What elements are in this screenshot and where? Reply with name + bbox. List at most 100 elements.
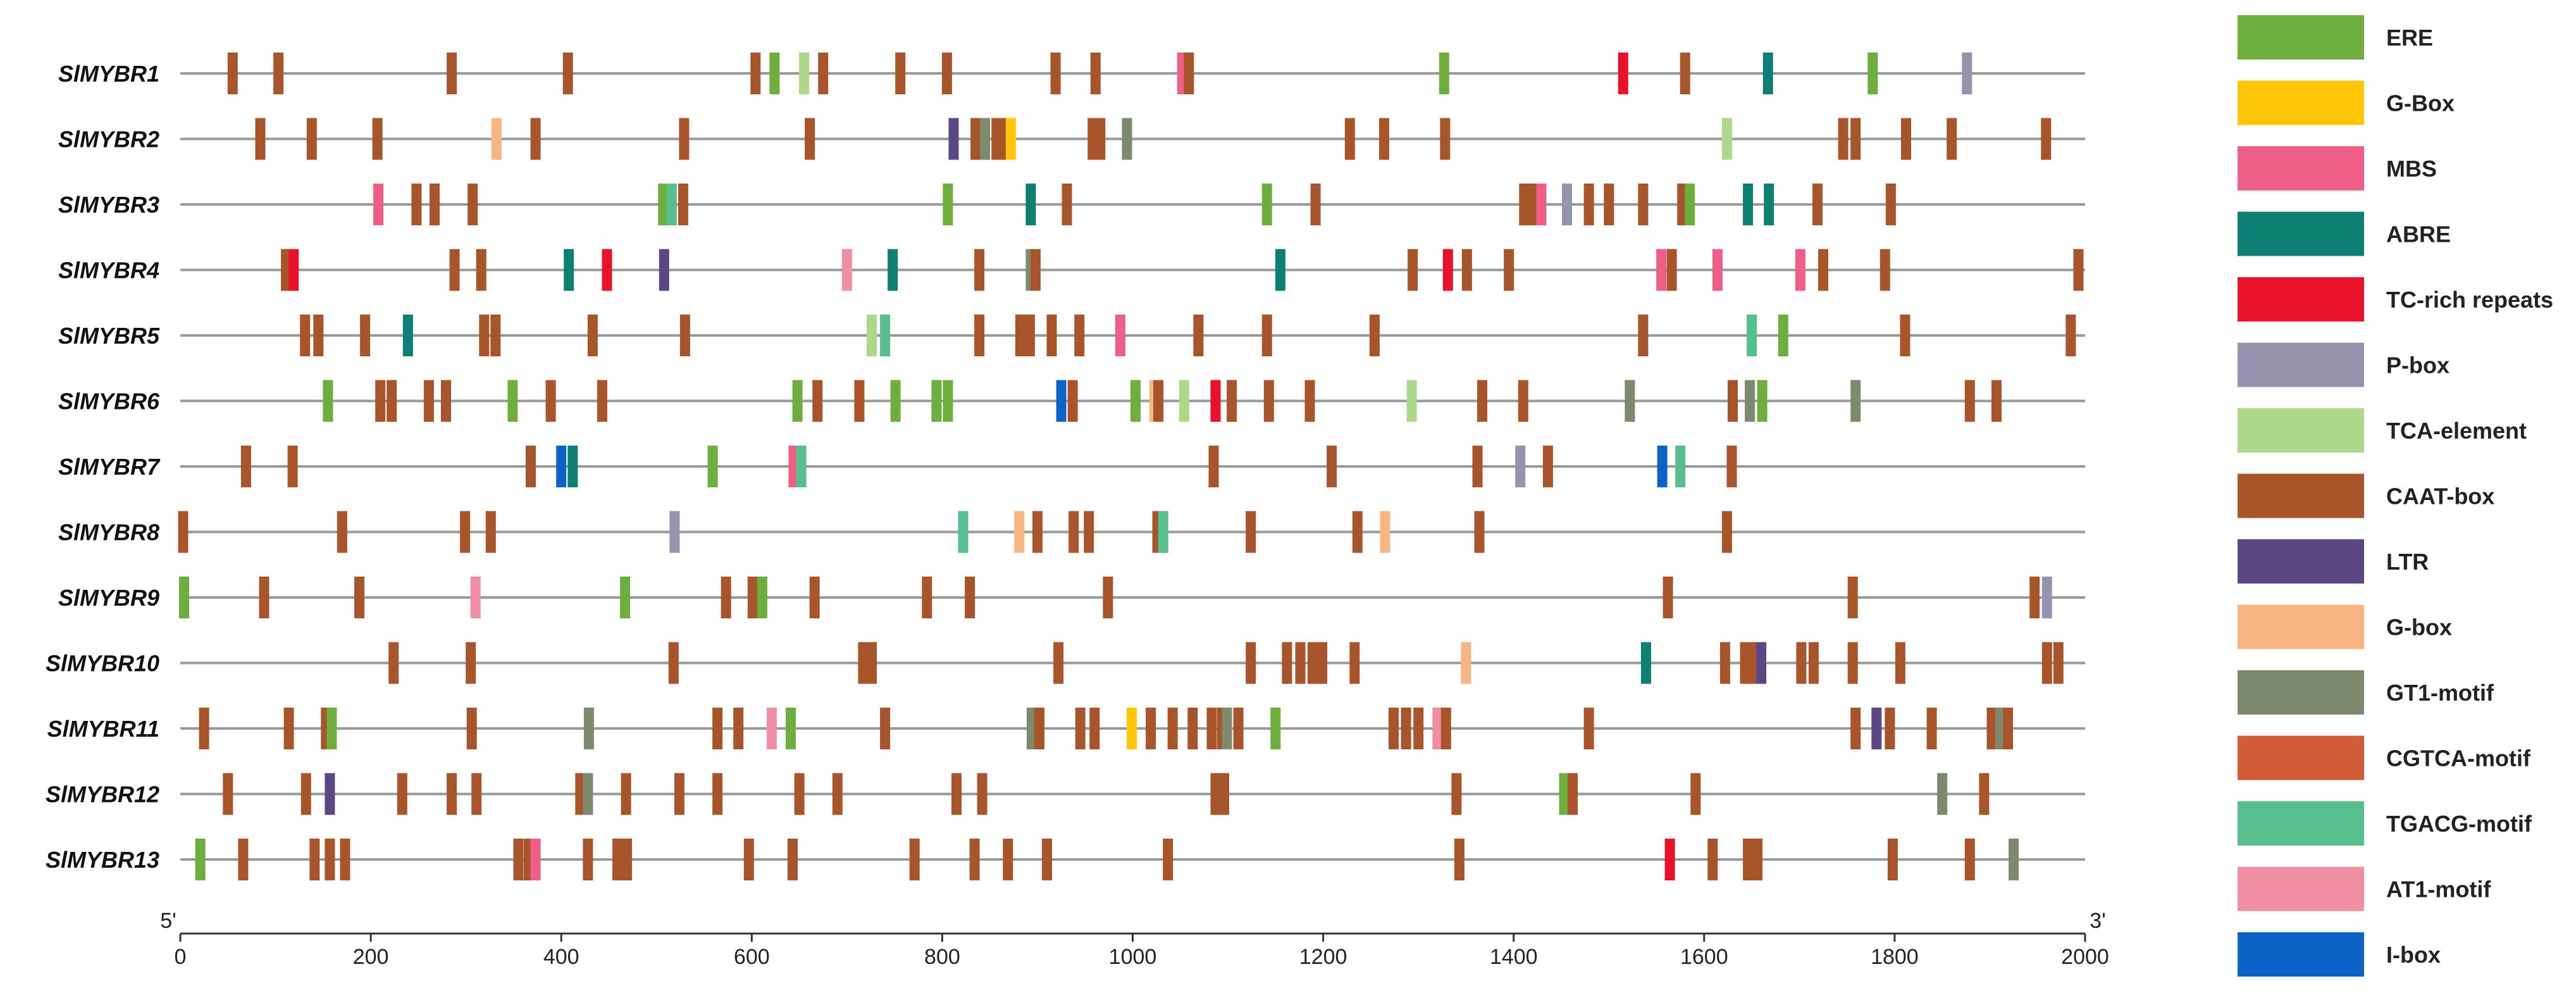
motif-mark-caat-box xyxy=(1583,708,1594,749)
motif-mark-p-box xyxy=(669,511,680,553)
motif-mark-caat-box xyxy=(460,511,471,553)
x-tick-label: 1600 xyxy=(1680,945,1728,969)
motif-mark-tgacg-motif xyxy=(1675,446,1686,487)
motif-mark-ere xyxy=(179,577,189,618)
motif-mark-caat-box xyxy=(1032,511,1043,553)
motif-mark-caat-box xyxy=(1743,839,1754,880)
legend-swatch xyxy=(2238,735,2364,780)
motif-mark-p-box xyxy=(1515,446,1526,487)
motif-mark-gt1-motif xyxy=(583,708,594,749)
motif-mark-caat-box xyxy=(794,773,805,815)
legend-swatch xyxy=(2238,80,2364,125)
legend-swatch xyxy=(2238,866,2364,911)
motif-mark-caat-box xyxy=(970,118,981,160)
motif-mark-caat-box xyxy=(1583,184,1594,225)
legend-item-p-box: P-box xyxy=(2238,342,2449,387)
motif-mark-caat-box xyxy=(1227,380,1237,422)
motif-mark-caat-box xyxy=(1219,773,1229,815)
motif-mark-caat-box xyxy=(1304,380,1315,422)
motif-mark-caat-box xyxy=(721,577,731,618)
motif-mark-caat-box xyxy=(1074,315,1085,356)
legend-label: TC-rich repeats xyxy=(2386,287,2553,313)
legend-swatch xyxy=(2238,670,2364,715)
motif-mark-at1-motif xyxy=(841,249,852,291)
motif-mark-tca-element xyxy=(867,315,877,356)
legend-item-g-box: G-box xyxy=(2238,604,2452,649)
legend-swatch xyxy=(2238,801,2364,846)
x-tick-label: 1800 xyxy=(1871,945,1919,969)
motif-mark-caat-box xyxy=(733,708,744,749)
motif-mark-caat-box xyxy=(449,249,460,291)
motif-mark-caat-box xyxy=(1519,184,1530,225)
motif-mark-caat-box xyxy=(1474,511,1485,553)
motif-mark-caat-box xyxy=(1352,511,1363,553)
motif-mark-caat-box xyxy=(238,839,249,880)
motif-mark-abre xyxy=(1743,184,1754,225)
motif-mark-caat-box xyxy=(1246,642,1256,684)
gene-row-slmybr11: SlMYBR11 xyxy=(47,708,2085,749)
motif-mark-caat-box xyxy=(1327,446,1337,487)
motif-mark-caat-box xyxy=(575,773,586,815)
motif-mark-caat-box xyxy=(858,642,869,684)
legend-swatch xyxy=(2238,211,2364,256)
legend-label: ERE xyxy=(2386,25,2433,51)
gene-row-slmybr12: SlMYBR12 xyxy=(46,773,2085,815)
motif-mark-caat-box xyxy=(1246,511,1256,553)
motif-mark-caat-box xyxy=(1885,708,1895,749)
motif-mark-caat-box xyxy=(1210,773,1221,815)
motif-mark-caat-box xyxy=(1401,708,1411,749)
motif-mark-caat-box xyxy=(1838,118,1848,160)
gene-label: SlMYBR13 xyxy=(46,847,159,873)
motif-mark-caat-box xyxy=(1050,53,1061,94)
motif-mark-ere xyxy=(943,380,953,422)
motif-mark-caat-box xyxy=(325,839,335,880)
legend-label: ABRE xyxy=(2386,222,2451,247)
motif-mark-ere xyxy=(195,839,206,880)
motif-mark-caat-box xyxy=(1707,839,1718,880)
motif-mark-caat-box xyxy=(974,315,985,356)
motif-mark-caat-box xyxy=(468,184,478,225)
motif-mark-caat-box xyxy=(1103,577,1113,618)
legend-item-ere: ERE xyxy=(2238,15,2433,59)
x-tick-label: 600 xyxy=(734,945,770,969)
motif-mark-caat-box xyxy=(1879,249,1890,291)
motif-mark-caat-box xyxy=(337,511,347,553)
x-tick-label: 2000 xyxy=(2061,945,2109,969)
motif-mark-ere xyxy=(1685,184,1695,225)
motif-mark-caat-box xyxy=(1208,446,1219,487)
motif-mark-ere xyxy=(1778,315,1788,356)
legend-swatch xyxy=(2238,146,2364,191)
motif-mark-abre xyxy=(1641,642,1651,684)
gene-label: SlMYBR3 xyxy=(58,192,159,218)
legend-label: LTR xyxy=(2386,549,2429,575)
motif-mark-caat-box xyxy=(895,53,906,94)
gene-label: SlMYBR8 xyxy=(58,520,159,546)
motif-mark-at1-motif xyxy=(766,708,777,749)
motif-mark-ere xyxy=(931,380,942,422)
gene-row-slmybr2: SlMYBR2 xyxy=(58,118,2085,160)
legend-swatch xyxy=(2238,932,2364,977)
motif-mark-caat-box xyxy=(1440,118,1451,160)
motif-mark-mbs xyxy=(1795,249,1805,291)
motif-mark-ere xyxy=(792,380,803,422)
motif-mark-caat-box xyxy=(812,380,823,422)
motif-mark-ere xyxy=(507,380,518,422)
motif-mark-caat-box xyxy=(1979,773,1990,815)
motif-mark-tca-element xyxy=(1721,118,1732,160)
motif-mark-ere xyxy=(326,708,337,749)
legend-item-g-box: G-Box xyxy=(2238,80,2455,125)
motif-mark-caat-box xyxy=(441,380,451,422)
motif-mark-caat-box xyxy=(479,315,490,356)
x-tick-label: 1000 xyxy=(1109,945,1157,969)
motif-mark-mbs xyxy=(1536,184,1547,225)
motif-mark-caat-box xyxy=(411,184,422,225)
motif-mark-caat-box xyxy=(622,839,633,880)
motif-mark-caat-box xyxy=(1062,184,1072,225)
motif-mark-g-box xyxy=(1127,708,1137,749)
motif-mark-abre xyxy=(1275,249,1285,291)
motif-mark-caat-box xyxy=(2041,642,2052,684)
motif-mark-caat-box xyxy=(1184,53,1194,94)
motif-mark-ltr xyxy=(948,118,959,160)
motif-mark-ere xyxy=(658,184,669,225)
motif-mark-gt1-motif xyxy=(1122,118,1132,160)
